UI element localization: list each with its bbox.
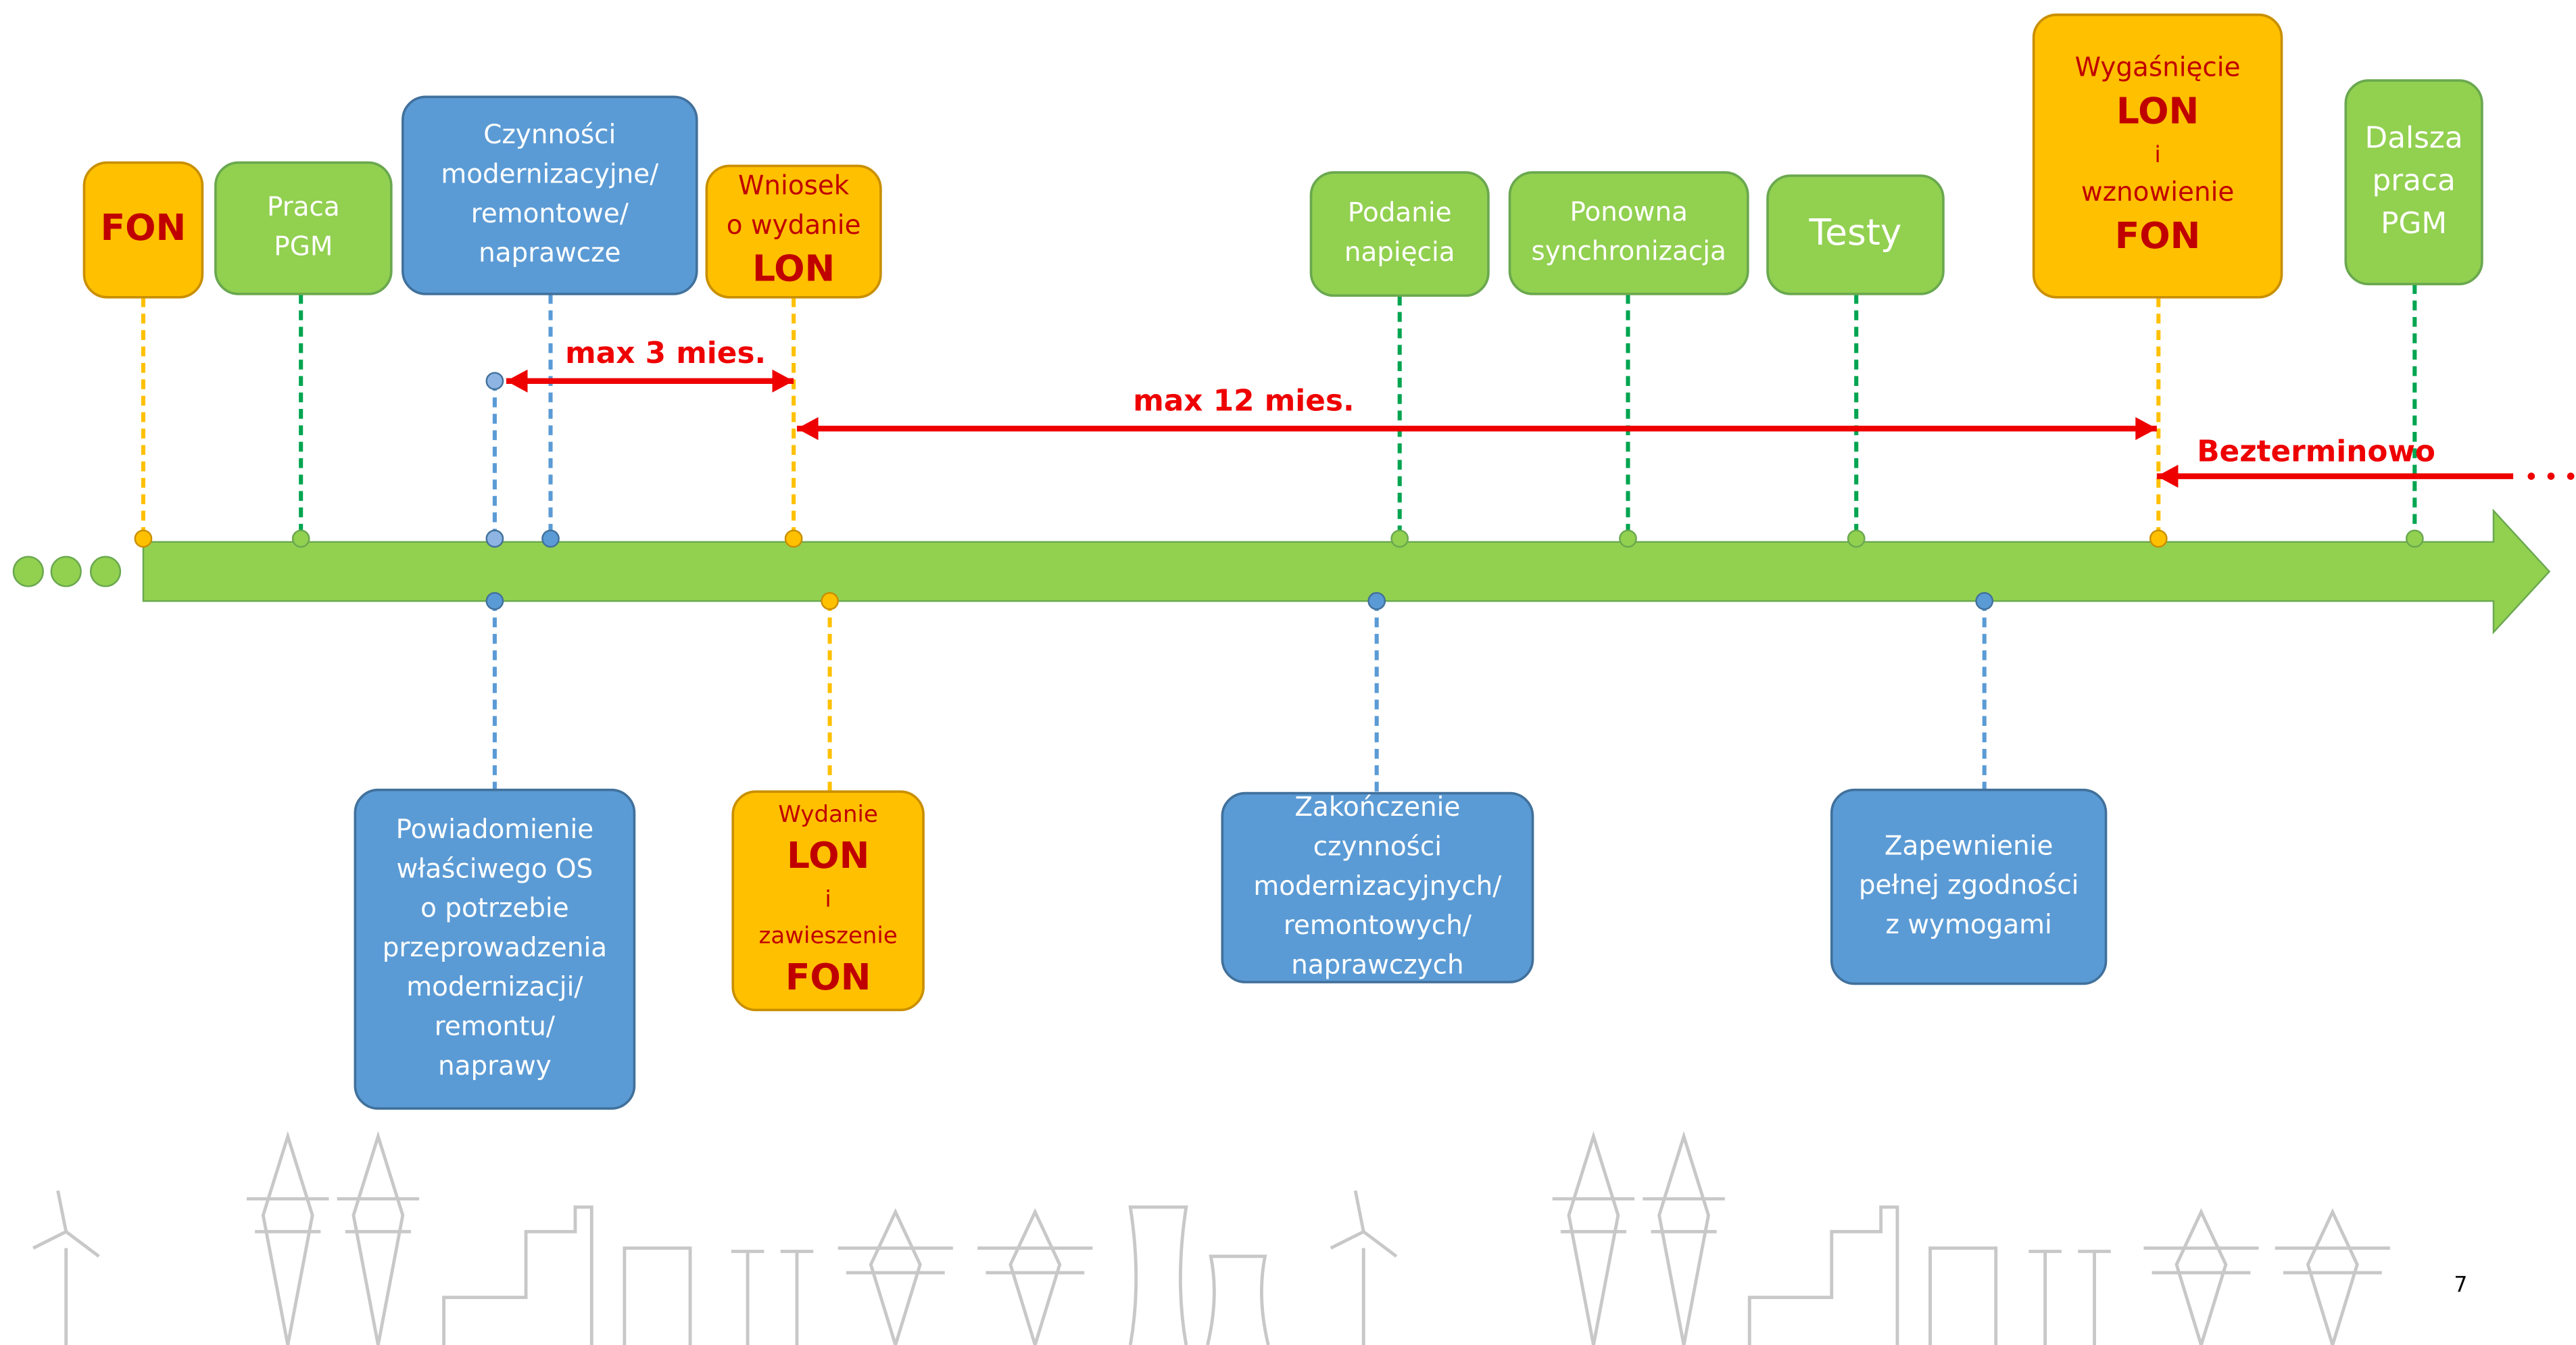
event-label: PGM — [274, 231, 333, 262]
skyline — [33, 1136, 2390, 1345]
event: Ponowna synchronizacja — [1510, 172, 1748, 547]
arrow-head — [797, 417, 819, 440]
event: Podanie napięcia — [1311, 172, 1488, 547]
event-label: synchronizacja — [1531, 237, 1726, 267]
event-label: Ponowna — [1570, 197, 1687, 227]
event-label: napięcia — [1344, 237, 1455, 268]
event-label: LON — [2116, 89, 2199, 132]
event-label: FON — [101, 206, 187, 249]
event: Zakończenie czynności modernizacyjnych/rem… — [1222, 593, 1532, 982]
event-label: modernizacji/ — [406, 972, 583, 1002]
event-label: i — [825, 886, 831, 913]
event-label: przeprowadzenia — [383, 933, 607, 963]
axis-dot — [1392, 531, 1408, 547]
event-label: czynności — [1313, 831, 1442, 862]
event: Wydanie LON i zawieszenie FON — [733, 593, 923, 1010]
event-label: Zapewnienie — [1885, 831, 2053, 861]
event-label: wznowienie — [2081, 177, 2234, 207]
dot — [51, 557, 81, 587]
event-label: modernizacyjne/ — [441, 159, 659, 189]
event-label: remontowych/ — [1284, 910, 1472, 941]
span-label: max 3 mies. — [565, 336, 766, 370]
event: Zapewnienie pełnej zgodności z wymogami — [1832, 593, 2106, 983]
event-label: naprawcze — [479, 238, 621, 268]
arrow-head — [773, 370, 794, 393]
event-label: LON — [787, 834, 869, 877]
event-label: PGM — [2381, 206, 2447, 241]
event-label: Czynności — [483, 120, 616, 150]
timeline-axis — [14, 511, 2550, 633]
axis-dot — [135, 531, 151, 547]
event-box — [1311, 172, 1488, 295]
event: Praca PGM — [216, 163, 391, 547]
dot — [14, 557, 43, 587]
axis-dot — [2150, 531, 2166, 547]
span-label: max 12 mies. — [1133, 383, 1354, 418]
event: Testy — [1768, 176, 1943, 547]
event-label: Wniosek — [738, 170, 850, 201]
marker-dot — [487, 373, 503, 389]
event-label: pełnej zgodności — [1859, 871, 2079, 901]
event-label: Dalsza — [2365, 121, 2463, 155]
event-label: praca — [2372, 164, 2455, 198]
ellipsis-dot — [2528, 472, 2535, 480]
axis-dot — [1848, 531, 1864, 547]
event: Powiadomienie właściwego OS o potrzebie prz… — [355, 593, 634, 1108]
event-label: o wydanie — [727, 210, 861, 241]
event-label: modernizacyjnych/ — [1253, 871, 1502, 902]
page-number: 7 — [2454, 1273, 2467, 1298]
event-label: Zakończenie — [1294, 792, 1460, 823]
axis-dot — [785, 531, 802, 547]
event-label: właściwego OS — [397, 854, 593, 884]
event-label: Wydanie — [778, 801, 877, 828]
event-box — [216, 163, 391, 294]
event-label: Wygaśnięcie — [2075, 53, 2241, 83]
event-label: LON — [752, 247, 835, 290]
span-label: Bezterminowo — [2197, 435, 2435, 469]
event-label: o potrzebie — [420, 894, 568, 924]
event-box — [1510, 172, 1748, 294]
axis-dot — [487, 531, 503, 547]
event-label: remontowe/ — [471, 199, 629, 229]
event-label: FON — [785, 956, 871, 998]
main-arrow — [143, 511, 2550, 633]
event-label: z wymogami — [1886, 910, 2052, 940]
event-label: naprawy — [438, 1051, 552, 1081]
event-label: naprawczych — [1291, 950, 1463, 980]
page: {"top_events":[ {"lines":["FON"]}, {"lin… — [0, 0, 2576, 1345]
event-label: Podanie — [1348, 198, 1452, 228]
event-label: Testy — [1809, 211, 1902, 253]
arrow-head — [506, 370, 528, 393]
event-label: i — [2154, 141, 2160, 168]
ellipsis-dot — [2567, 472, 2575, 480]
axis-dot — [2406, 531, 2423, 547]
axis-dot — [1620, 531, 1636, 547]
event-label: FON — [2115, 214, 2201, 257]
event: FON — [84, 163, 202, 547]
axis-dot — [542, 531, 558, 547]
event-label: zawieszenie — [759, 923, 898, 950]
axis-dot — [821, 593, 837, 609]
axis-dot — [1976, 593, 1993, 609]
event-label: Powiadomienie — [396, 814, 594, 845]
diagram: 7 FON Praca PGM Czynności modernizacyjne/rem… — [0, 0, 2576, 1345]
event: Czynności modernizacyjne/remontowe/napraw… — [403, 97, 697, 547]
ellipsis-dot — [2548, 472, 2555, 480]
axis-dot — [1369, 593, 1385, 609]
event-label: Praca — [267, 192, 340, 222]
dot — [91, 557, 120, 587]
axis-dot — [293, 531, 309, 547]
axis-dot — [487, 593, 503, 609]
event-label: remontu/ — [435, 1012, 556, 1042]
arrow-head — [2135, 417, 2157, 440]
